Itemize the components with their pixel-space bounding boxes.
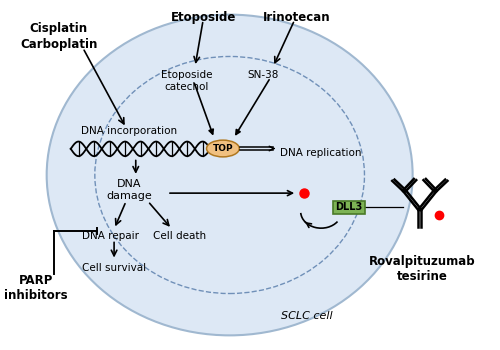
Text: Etoposide
catechol: Etoposide catechol — [160, 70, 212, 92]
Text: DNA
damage: DNA damage — [106, 179, 152, 201]
Text: Cell survival: Cell survival — [82, 263, 146, 273]
Text: DNA incorporation: DNA incorporation — [82, 126, 178, 136]
Text: SCLC cell: SCLC cell — [281, 311, 332, 321]
Text: SN-38: SN-38 — [248, 70, 279, 80]
Text: Rovalpituzumab
tesirine: Rovalpituzumab tesirine — [369, 255, 476, 283]
Ellipse shape — [46, 15, 412, 335]
Text: Cisplatin
Carboplatin: Cisplatin Carboplatin — [20, 22, 98, 51]
Text: Cell death: Cell death — [152, 231, 206, 242]
Ellipse shape — [206, 140, 240, 157]
Text: DNA replication: DNA replication — [280, 148, 361, 159]
Text: TOP: TOP — [212, 144, 233, 153]
Text: Etoposide: Etoposide — [170, 11, 236, 24]
Text: DNA repair: DNA repair — [82, 231, 138, 242]
Text: PARP
inhibitors: PARP inhibitors — [4, 274, 68, 302]
Text: DLL3: DLL3 — [336, 202, 362, 212]
Text: Irinotecan: Irinotecan — [264, 11, 331, 24]
FancyBboxPatch shape — [333, 201, 365, 214]
